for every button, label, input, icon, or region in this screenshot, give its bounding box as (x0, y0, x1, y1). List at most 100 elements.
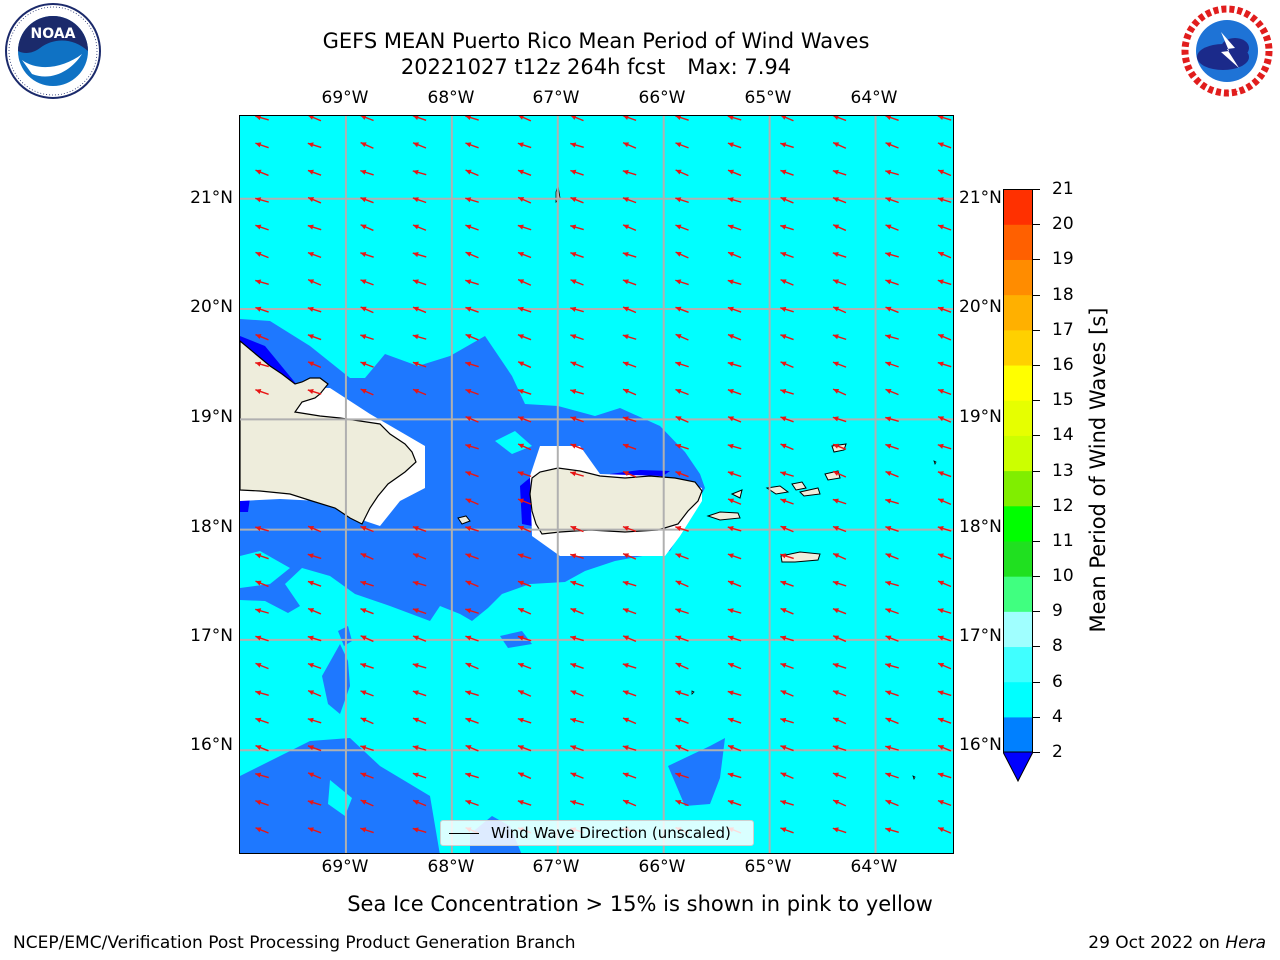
wind-wave-arrow (570, 361, 584, 368)
wind-wave-arrow (307, 361, 322, 368)
colorbar-tick-mark (1033, 224, 1040, 226)
wind-wave-arrow (780, 142, 794, 149)
st-john-island (791, 481, 807, 491)
wind-wave-arrow (885, 663, 899, 669)
wind-wave-arrow (622, 663, 637, 669)
colorbar-frame (1003, 189, 1033, 753)
colorbar-tick-label: 19 (1052, 249, 1074, 270)
wind-wave-arrow (937, 224, 952, 231)
wind-wave-arrow (255, 717, 269, 724)
wind-wave-arrow (360, 116, 374, 122)
wind-wave-arrow (307, 116, 322, 122)
lat-tick-right: 20°N (959, 297, 1002, 317)
colorbar-tick-label: 17 (1052, 319, 1074, 340)
wind-wave-arrow (727, 333, 742, 341)
wind-wave-arrow (937, 116, 952, 121)
wind-wave-arrow (517, 389, 532, 395)
wind-wave-arrow (412, 252, 427, 258)
colorbar-tick-mark (1033, 576, 1040, 578)
wind-wave-arrow (675, 415, 689, 423)
wind-wave-arrow (517, 443, 532, 451)
colorbar-tick-label: 20 (1052, 214, 1074, 235)
wind-wave-arrow (360, 388, 374, 396)
colorbar-tick-mark (1033, 470, 1040, 472)
wind-wave-arrow (307, 800, 322, 806)
lon-tick-bottom: 68°W (427, 857, 475, 877)
wind-wave-arrow (622, 772, 637, 779)
lat-tick-left: 16°N (190, 735, 233, 755)
lon-tick-top: 64°W (850, 88, 898, 108)
wind-wave-arrow (255, 251, 269, 259)
wind-wave-arrow (360, 608, 374, 615)
wind-wave-arrow (937, 197, 952, 203)
wind-wave-arrow (517, 580, 532, 587)
wind-wave-arrow (780, 251, 794, 259)
wind-wave-arrow (727, 197, 742, 203)
wind-wave-arrow (727, 526, 742, 532)
wind-wave-arrow (885, 252, 899, 258)
wind-wave-arrow (465, 279, 479, 286)
wind-wave-arrow (412, 526, 427, 532)
wind-wave-arrow (412, 224, 427, 231)
wind-wave-arrow (570, 169, 584, 176)
wind-wave-arrow (412, 334, 427, 340)
colorbar-tick-label: 9 (1052, 601, 1063, 622)
wind-wave-arrow (937, 744, 952, 752)
svg-text:NOAA: NOAA (31, 26, 76, 42)
wind-wave-arrow (832, 552, 847, 560)
wind-wave-arrow (307, 224, 322, 231)
wind-wave-arrow (832, 717, 847, 725)
wind-wave-arrow (412, 116, 427, 121)
colorbar-tick-mark (1033, 540, 1040, 542)
wind-wave-arrow (412, 635, 427, 642)
lon-tick-bottom: 65°W (744, 857, 792, 877)
wind-wave-arrow (885, 470, 899, 478)
wind-wave-arrow (832, 525, 847, 533)
wind-wave-arrow (255, 800, 269, 806)
wind-wave-arrow (360, 827, 374, 834)
colorbar-tick-label: 11 (1052, 530, 1074, 551)
wind-wave-arrow (465, 662, 479, 670)
wind-wave-arrow (412, 142, 427, 149)
wind-wave-arrow (832, 361, 847, 368)
colorbar-segment (1003, 646, 1033, 683)
wind-wave-arrow (727, 635, 742, 642)
colorbar-tick-mark (1033, 611, 1040, 613)
wind-wave-arrow (780, 772, 794, 779)
colorbar-tick-label: 16 (1052, 354, 1074, 375)
wind-wave-arrow (885, 498, 899, 505)
wind-wave-arrow (622, 306, 637, 314)
wind-wave-arrow (622, 388, 637, 396)
wind-wave-arrow (675, 169, 689, 177)
wind-wave-arrow (832, 580, 847, 587)
wind-wave-arrow (517, 745, 532, 752)
lon-tick-bottom: 67°W (532, 857, 580, 877)
wind-wave-arrow (570, 279, 584, 286)
wind-wave-arrow (622, 252, 637, 258)
wind-wave-arrow (255, 333, 269, 341)
ocean-pocket (255, 246, 280, 274)
wind-wave-arrow (780, 443, 794, 451)
wind-wave-arrow (517, 689, 532, 697)
wind-wave-arrow (675, 142, 689, 149)
wind-wave-arrow (727, 443, 742, 450)
wind-wave-arrow (885, 116, 899, 121)
vieques-island (706, 511, 741, 521)
wind-wave-arrow (570, 553, 584, 560)
wind-wave-arrow (360, 580, 374, 587)
wind-wave-arrow (465, 388, 479, 396)
colorbar-segment (1003, 364, 1033, 401)
colorbar-tick-mark (1033, 716, 1040, 718)
map-panel: Wind Wave Direction (unscaled) (239, 115, 954, 854)
wind-wave-arrow (885, 553, 899, 560)
wind-wave-arrow (255, 279, 269, 286)
colorbar-tick-label: 13 (1052, 460, 1074, 481)
wind-wave-arrow (307, 306, 322, 313)
wind-wave-arrow (780, 717, 794, 724)
wind-wave-arrow (675, 799, 689, 807)
wind-wave-arrow (885, 772, 899, 779)
wind-wave-arrow (307, 662, 322, 670)
wind-wave-arrow (622, 470, 637, 478)
colorbar-segment (1003, 224, 1033, 260)
lon-tick-top: 67°W (532, 88, 580, 108)
